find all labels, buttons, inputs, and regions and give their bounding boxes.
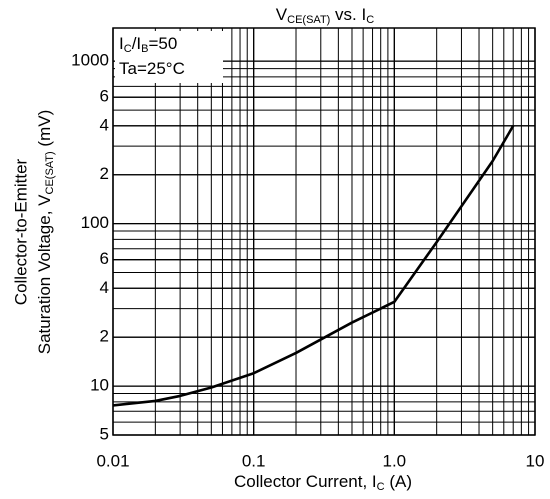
y-tick-label: 6 [100,87,109,106]
x-tick-label: 0.01 [96,451,129,470]
annotation-part: C [124,43,132,55]
x-tick-label: 1.0 [383,451,407,470]
y-tick-label: 100 [81,213,109,232]
y-tick-label: 2 [100,327,109,346]
y-tick-label: 1000 [71,51,109,70]
plot-frame [112,27,536,436]
x-axis-label: Collector Current, IC (A) [234,472,412,492]
annotation-part: I [119,34,124,53]
chart-title: VCE(SAT) vs. IC [276,5,374,25]
annotation: IC/IB=50 [119,34,177,54]
y-axis-label-line: Saturation Voltage, VCE(SAT) (mV) [35,110,55,354]
y-tick-label: 2 [100,164,109,183]
annotation-part: B [141,43,148,55]
x-tick-label: 0.1 [242,451,266,470]
annotation-part: Ta=25°C [119,59,185,78]
annotation-background [115,31,223,83]
data-line [112,125,515,407]
annotation-part: /I [132,34,141,53]
y-tick-label: 4 [100,278,109,297]
y-axis-label-line: Collector-to-Emitter [11,158,30,305]
y-tick-label: 5 [100,424,109,443]
y-axis-label: Collector-to-Emitter Saturation Voltage,… [11,110,55,354]
y-tick-label: 10 [90,376,109,395]
x-tick-label: 10 [526,451,545,470]
y-tick-label: 6 [100,249,109,268]
annotation-part: =50 [148,34,177,53]
y-tick-label: 4 [100,115,109,134]
annotation: Ta=25°C [119,59,185,78]
